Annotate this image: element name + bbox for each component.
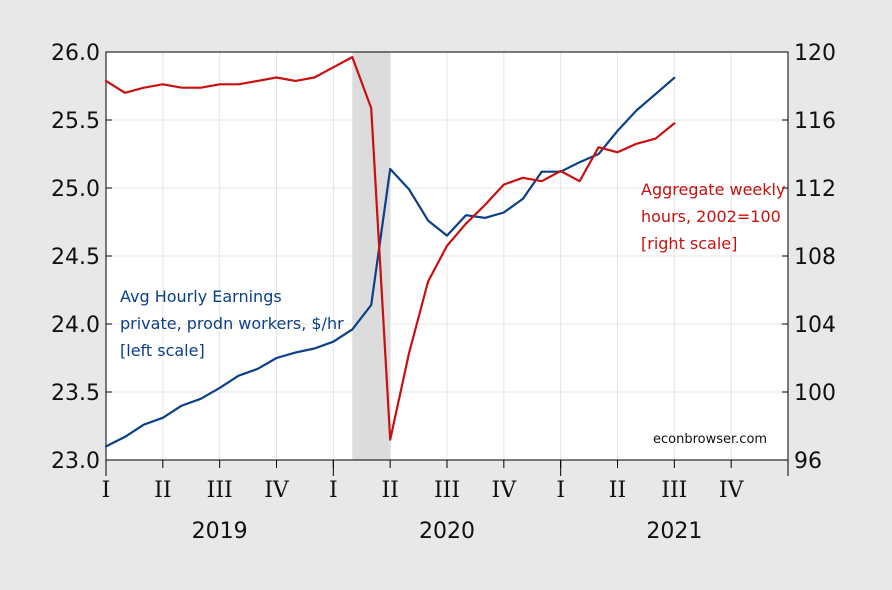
quarter-tick-label: IV: [264, 478, 290, 503]
quarter-tick-label: II: [609, 478, 626, 503]
source-credit: econbrowser.com: [653, 432, 767, 447]
right-tick-label: 100: [794, 381, 836, 406]
right-tick-label: 120: [794, 41, 836, 66]
quarter-tick-label: I: [102, 478, 111, 503]
left-tick-label: 24.5: [51, 245, 100, 270]
year-label: 2020: [419, 519, 475, 544]
quarter-tick-label: III: [661, 478, 687, 503]
right-tick-label: 96: [794, 449, 822, 474]
red-annotation-line-1: Aggregate weekly: [641, 180, 785, 199]
right-tick-label: 116: [794, 109, 836, 134]
left-tick-label: 25.5: [51, 109, 100, 134]
left-tick-label: 24.0: [51, 313, 100, 338]
quarter-tick-label: IV: [719, 478, 745, 503]
quarter-tick-label: III: [207, 478, 233, 503]
quarter-tick-label: I: [556, 478, 565, 503]
blue-annotation-line-1: Avg Hourly Earnings: [120, 287, 282, 306]
earnings-series-line: [104, 76, 676, 448]
left-tick-label: 23.5: [51, 381, 100, 406]
year-label: 2019: [192, 519, 248, 544]
left-tick-label: 25.0: [51, 177, 100, 202]
quarter-tick-label: III: [434, 478, 460, 503]
year-label: 2021: [646, 519, 702, 544]
quarter-tick-label: I: [329, 478, 338, 503]
red-annotation-line-3: [right scale]: [641, 234, 737, 253]
blue-annotation-line-2: private, prodn workers, $/hr: [120, 314, 344, 333]
left-tick-label: 26.0: [51, 41, 100, 66]
quarter-tick-label: IV: [492, 478, 518, 503]
right-tick-label: 108: [794, 245, 836, 270]
red-annotation-line-2: hours, 2002=100: [641, 207, 781, 226]
right-tick-label: 104: [794, 313, 836, 338]
right-tick-label: 112: [794, 177, 836, 202]
blue-annotation-line-3: [left scale]: [120, 341, 205, 360]
left-tick-label: 23.0: [51, 449, 100, 474]
quarter-tick-label: II: [154, 478, 171, 503]
quarter-tick-label: II: [381, 478, 398, 503]
hours-series-line: [104, 55, 676, 441]
